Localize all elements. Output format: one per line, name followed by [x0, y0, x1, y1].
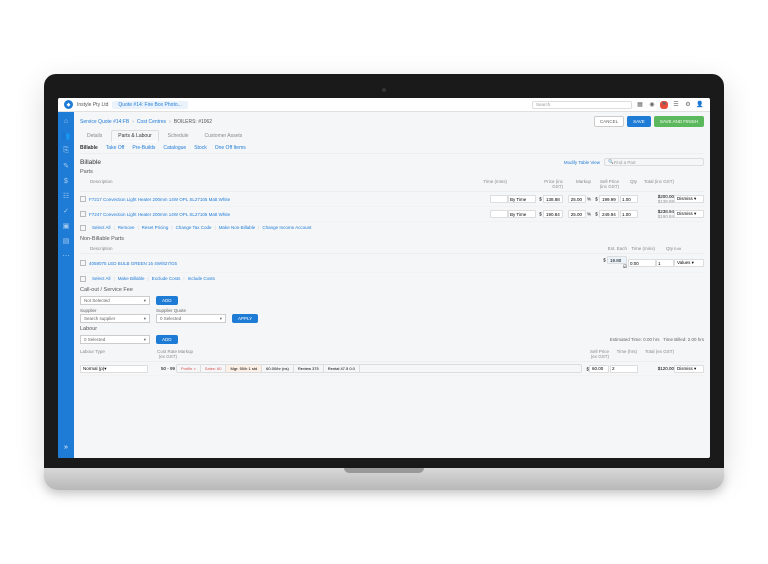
parts-label: Parts: [80, 169, 704, 175]
calendar-icon[interactable]: ☰: [672, 101, 680, 109]
expand-icon[interactable]: »: [61, 442, 71, 452]
notification-icon[interactable]: ⚑: [660, 101, 668, 109]
subtab-stock[interactable]: Stock: [194, 145, 207, 151]
labour-select[interactable]: 0 Selected▾: [80, 335, 150, 344]
checkbox[interactable]: [80, 196, 86, 202]
part-link[interactable]: 4058075 LED BULB GREEN 15 4W/827/G5: [89, 261, 600, 266]
app-logo: ◆: [64, 100, 73, 109]
checkbox[interactable]: [80, 260, 86, 266]
sidebar: ⌂ 👥 ⎘ ✎ $ ☷ ✓ ▣ ▤ ⋯ »: [58, 112, 74, 458]
main-tabs: Details Parts & Labour Schedule Customer…: [80, 130, 704, 142]
save-button[interactable]: SAVE: [627, 116, 651, 127]
add-labour-button[interactable]: ADD: [156, 335, 178, 344]
find-part-input[interactable]: 🔍 Find a Part: [604, 158, 704, 166]
subtab-billable[interactable]: Billable: [80, 145, 98, 151]
nav-people-icon[interactable]: 👥: [61, 131, 71, 141]
subtab-catalogue[interactable]: Catalogue: [163, 145, 186, 151]
callout-select[interactable]: Not Selected▾: [80, 296, 150, 305]
subtab-prebuilds[interactable]: Pre-Builds: [132, 145, 155, 151]
nav-job-icon[interactable]: ✎: [61, 161, 71, 171]
profile-bar[interactable]: Profile × Sales: 60 Mgr: 50/h 1 std 60.0…: [176, 364, 582, 373]
apply-button[interactable]: APPLY: [232, 314, 258, 323]
table-row: F7247 Convection Light Heater 200mm 14W …: [80, 207, 704, 222]
settings-icon[interactable]: ⚙: [684, 101, 692, 109]
checkbox[interactable]: [80, 211, 86, 217]
nav-home-icon[interactable]: ⌂: [61, 116, 71, 126]
dismiss-select[interactable]: Dismiss ▾: [674, 195, 704, 203]
company-name: Instyle Pty Ltd: [77, 102, 108, 108]
subtab-oneoff[interactable]: One Off Items: [215, 145, 246, 151]
labour-type-select[interactable]: Normal (p) ▾: [80, 365, 148, 373]
nav-more-icon[interactable]: ⋯: [61, 251, 71, 261]
part-link[interactable]: F7247 Convection Light Heater 200mm 14W …: [89, 212, 490, 217]
cancel-button[interactable]: CANCEL: [594, 116, 624, 127]
nav-stock-icon[interactable]: ▣: [61, 221, 71, 231]
avatar[interactable]: 👤: [696, 101, 704, 109]
tab-assets[interactable]: Customer Assets: [198, 130, 250, 142]
tab-quote[interactable]: Quote #14: Fire Box Photo...: [112, 101, 187, 109]
nav-quote-icon[interactable]: ⎘: [61, 146, 71, 156]
nav-schedule-icon[interactable]: ☷: [61, 191, 71, 201]
breadcrumb: Service Quote #14:FB› Cost Centres› BOIL…: [80, 116, 704, 127]
billable-heading: Billable: [80, 159, 101, 166]
subtab-takeoff[interactable]: Take Off: [106, 145, 125, 151]
table-row: Normal (p) ▾ 50 - 99 Profile × Sales: 60…: [80, 362, 704, 376]
tab-details[interactable]: Details: [80, 130, 109, 142]
supplier-quote-select[interactable]: 0 Selected▾: [156, 314, 226, 323]
sub-tabs: Billable Take Off Pre-Builds Catalogue S…: [80, 145, 704, 154]
nav-report-icon[interactable]: ▤: [61, 236, 71, 246]
grid-icon[interactable]: ▦: [636, 101, 644, 109]
time-input[interactable]: [490, 210, 508, 218]
tab-schedule[interactable]: Schedule: [161, 130, 196, 142]
nav-invoice-icon[interactable]: $: [61, 176, 71, 186]
tab-parts-labour[interactable]: Parts & Labour: [111, 130, 158, 142]
supplier-select[interactable]: Search supplier▾: [80, 314, 150, 323]
add-button[interactable]: ADD: [156, 296, 178, 305]
table-row: 4058075 LED BULB GREEN 15 4W/827/G5 $ 19…: [80, 254, 704, 273]
part-link[interactable]: F7217 Convection Light Heater 200mm 14W …: [89, 197, 490, 202]
save-finish-button[interactable]: SAVE AND FINISH: [654, 116, 704, 127]
help-icon[interactable]: ◉: [648, 101, 656, 109]
nav-task-icon[interactable]: ✓: [61, 206, 71, 216]
nonbillable-label: Non-Billable Parts: [80, 236, 704, 242]
modify-view-link[interactable]: Modify Table View: [564, 160, 600, 165]
time-select[interactable]: By Time: [508, 210, 536, 218]
search-input[interactable]: Search: [532, 101, 632, 109]
time-input[interactable]: [490, 195, 508, 203]
time-select[interactable]: By Time: [508, 195, 536, 203]
dismiss-select[interactable]: Dismiss ▾: [674, 210, 704, 218]
table-row: F7217 Convection Light Heater 200mm 14W …: [80, 192, 704, 207]
